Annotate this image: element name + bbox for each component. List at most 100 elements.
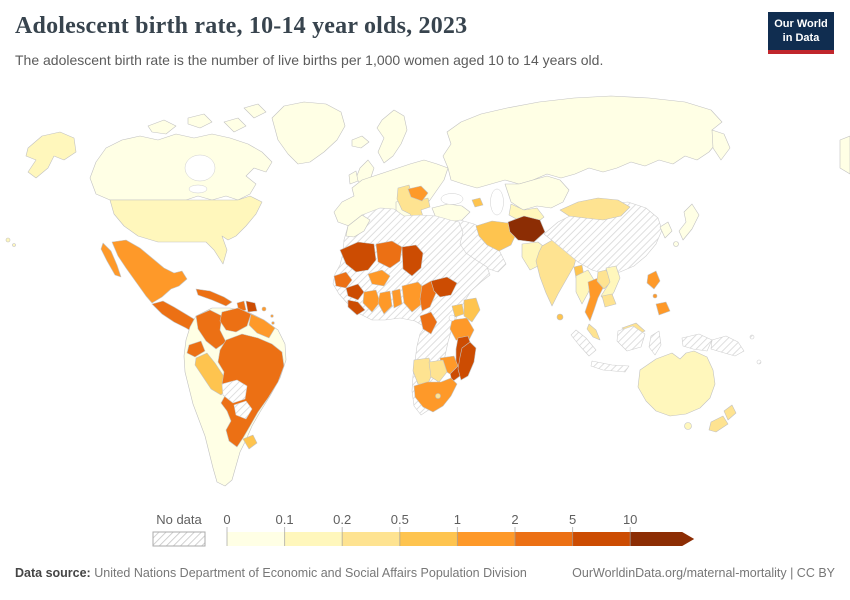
great-lakes bbox=[188, 184, 208, 194]
legend-no-data-label: No data bbox=[156, 512, 202, 527]
country-malaysia[interactable] bbox=[586, 323, 601, 341]
country-ghana[interactable] bbox=[377, 290, 393, 315]
country-uk-ireland[interactable] bbox=[348, 170, 359, 185]
country-madagascar[interactable] bbox=[457, 341, 477, 381]
country-bolivia[interactable] bbox=[221, 379, 248, 404]
country-papua-new-guinea[interactable] bbox=[710, 335, 745, 357]
country-gabon-congo[interactable] bbox=[419, 311, 438, 335]
legend-bin-1–2[interactable] bbox=[457, 532, 515, 546]
country-united-states[interactable] bbox=[25, 131, 77, 179]
country-sierra-leone-liberia[interactable] bbox=[347, 299, 366, 316]
owid-logo-line1: Our World bbox=[774, 18, 828, 30]
data-source-label: Data source: bbox=[15, 566, 91, 580]
country-romania[interactable] bbox=[407, 185, 429, 202]
country-mexico[interactable] bbox=[100, 242, 122, 278]
country-dominican-republic[interactable] bbox=[245, 300, 258, 313]
lake-victoria bbox=[448, 314, 456, 322]
country-uruguay[interactable] bbox=[242, 434, 258, 450]
legend-bin-0.5–1[interactable] bbox=[399, 532, 458, 546]
country-australia[interactable] bbox=[684, 422, 692, 430]
country-chad[interactable] bbox=[401, 244, 424, 277]
country-scandinavia[interactable] bbox=[376, 109, 408, 164]
legend-bin-0.2–0.5[interactable] bbox=[342, 532, 400, 546]
country-puerto-rico[interactable] bbox=[261, 306, 267, 312]
country-indonesia[interactable] bbox=[590, 360, 630, 373]
country-botswana[interactable] bbox=[428, 359, 448, 383]
country-mexico[interactable] bbox=[111, 239, 188, 304]
country-iran[interactable] bbox=[475, 220, 518, 252]
country-lesser-antilles[interactable] bbox=[271, 321, 275, 325]
country-ecuador[interactable] bbox=[186, 340, 206, 358]
country-philippines[interactable] bbox=[652, 293, 658, 299]
legend-bin-0.1–0.2[interactable] bbox=[284, 532, 343, 546]
country-iceland[interactable] bbox=[351, 135, 370, 149]
legend-tick-label: 0 bbox=[223, 512, 230, 527]
country-indonesia[interactable] bbox=[681, 333, 713, 352]
country-afghanistan[interactable] bbox=[507, 215, 546, 243]
country-azerbaijan[interactable] bbox=[471, 197, 484, 208]
country-togo-benin[interactable] bbox=[391, 288, 403, 309]
country-indonesia[interactable] bbox=[616, 325, 646, 352]
country-sri-lanka[interactable] bbox=[556, 313, 564, 321]
country-russia[interactable] bbox=[442, 95, 723, 189]
country-myanmar[interactable] bbox=[575, 269, 595, 305]
country-philippines[interactable] bbox=[655, 301, 671, 316]
country-united-states[interactable] bbox=[109, 195, 263, 265]
country-morocco[interactable] bbox=[345, 214, 371, 238]
country-paraguay[interactable] bbox=[233, 400, 253, 420]
country-indonesia[interactable] bbox=[570, 329, 597, 357]
country-united-states[interactable] bbox=[5, 237, 11, 243]
country-cambodia[interactable] bbox=[601, 293, 617, 308]
footer: Data source: United Nations Department o… bbox=[15, 566, 835, 580]
legend-tick-label: 10 bbox=[623, 512, 637, 527]
legend-bin-5–10[interactable] bbox=[572, 532, 631, 546]
country-new-zealand[interactable] bbox=[723, 404, 737, 421]
country-canada[interactable] bbox=[187, 113, 213, 129]
country-lesser-antilles[interactable] bbox=[270, 314, 274, 318]
country-japan[interactable] bbox=[673, 241, 679, 247]
country-united-states[interactable] bbox=[12, 243, 16, 247]
world-map bbox=[0, 90, 850, 505]
owid-link[interactable]: OurWorldinData.org/maternal-mortality | … bbox=[572, 566, 835, 580]
country-guyana-suriname[interactable] bbox=[248, 313, 276, 339]
country-kenya[interactable] bbox=[463, 297, 481, 323]
country-indonesia[interactable] bbox=[648, 330, 662, 356]
country-canada[interactable] bbox=[243, 103, 267, 119]
country-canada[interactable] bbox=[223, 117, 247, 133]
country-japan[interactable] bbox=[678, 203, 700, 241]
legend-bin-0–0.1[interactable] bbox=[227, 532, 285, 546]
legend-tick-label: 5 bbox=[569, 512, 576, 527]
legend-bin-10+[interactable] bbox=[630, 532, 695, 546]
country-australia[interactable] bbox=[637, 350, 716, 417]
country-korea[interactable] bbox=[659, 221, 673, 239]
country-russia[interactable] bbox=[839, 135, 850, 175]
black-sea bbox=[440, 193, 464, 205]
country-brazil[interactable] bbox=[217, 333, 285, 448]
country-melanesia[interactable] bbox=[756, 359, 762, 365]
country-guinea[interactable] bbox=[345, 283, 365, 301]
country-mali[interactable] bbox=[339, 241, 377, 273]
legend-no-data-swatch[interactable] bbox=[152, 531, 206, 547]
country-senegal[interactable] bbox=[333, 271, 353, 289]
country-lesotho[interactable] bbox=[435, 393, 441, 399]
legend-tick-label: 1 bbox=[454, 512, 461, 527]
country-venezuela[interactable] bbox=[219, 307, 252, 333]
country-greenland[interactable] bbox=[271, 101, 346, 165]
country-cuba[interactable] bbox=[195, 288, 233, 307]
caspian-sea bbox=[490, 188, 504, 216]
map-legend: No data 0 0.1 0.2 0.5 1 2 5 10 bbox=[140, 508, 720, 554]
country-new-zealand[interactable] bbox=[708, 415, 729, 433]
country-canada[interactable] bbox=[89, 133, 273, 201]
country-burkina-faso[interactable] bbox=[367, 269, 391, 287]
country-melanesia[interactable] bbox=[749, 334, 755, 340]
country-philippines[interactable] bbox=[646, 270, 661, 290]
country-russia[interactable] bbox=[711, 129, 731, 161]
country-cote-divoire[interactable] bbox=[362, 289, 381, 313]
country-niger[interactable] bbox=[375, 240, 403, 269]
legend-bin-2–5[interactable] bbox=[515, 532, 573, 546]
country-canada[interactable] bbox=[147, 119, 177, 135]
country-mongolia[interactable] bbox=[559, 197, 631, 221]
owid-logo[interactable]: Our World in Data bbox=[768, 12, 834, 54]
country-central-african-republic[interactable] bbox=[430, 276, 458, 298]
